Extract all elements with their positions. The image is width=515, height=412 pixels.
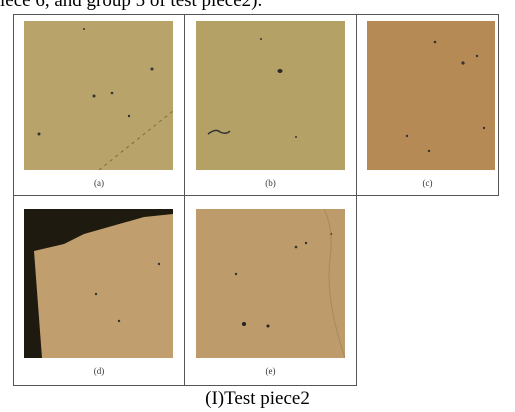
header-text: iece 6, and group 5 of test piece2).	[0, 0, 262, 12]
micrograph	[196, 209, 345, 358]
panel-cell: (a)	[13, 14, 185, 196]
micrograph	[24, 21, 173, 170]
micrograph	[24, 209, 173, 358]
panel-cell: (e)	[184, 195, 357, 386]
panel-cell: (d)	[13, 195, 185, 386]
panel-label: (a)	[14, 178, 184, 188]
panel-label: (e)	[185, 366, 356, 376]
panel-cell: (c)	[356, 14, 499, 196]
panel-label: (c)	[357, 178, 498, 188]
panel-cell: (b)	[184, 14, 357, 196]
figure-caption: (I)Test piece2	[0, 388, 515, 410]
panel-label: (d)	[14, 366, 184, 376]
page: iece 6, and group 5 of test piece2). (a)…	[0, 0, 515, 412]
panel-label: (b)	[185, 178, 356, 188]
micrograph	[367, 21, 495, 170]
micrograph	[196, 21, 345, 170]
